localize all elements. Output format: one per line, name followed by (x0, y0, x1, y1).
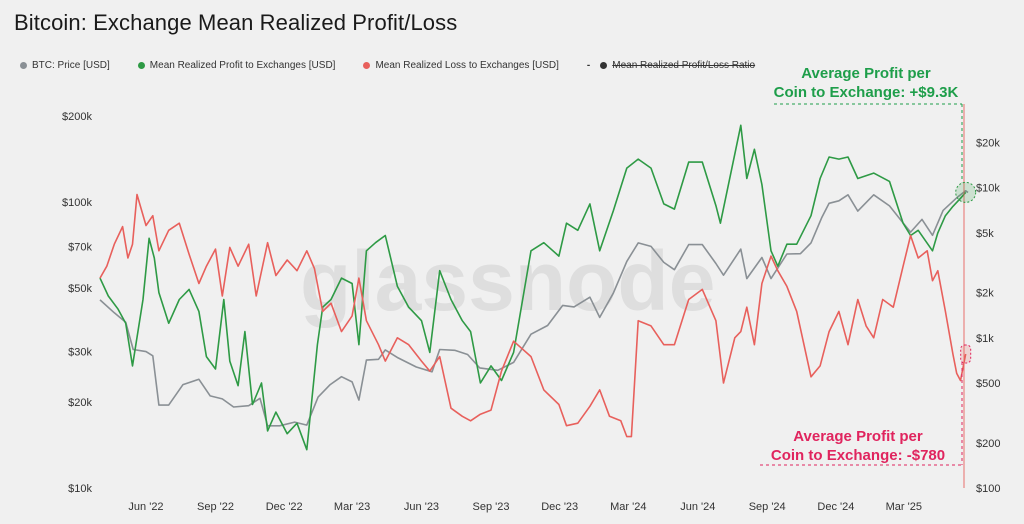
x-tick-label: Mar '24 (610, 501, 646, 513)
legend-item-profit-loss-ratio[interactable]: - Mean Realized Profit/Loss Ratio (587, 60, 755, 71)
loss-annotation-line2: Coin to Exchange: -$780 (771, 447, 945, 464)
legend-marker-realized-profit (137, 61, 145, 69)
legend-label-profit-loss-ratio: Mean Realized Profit/Loss Ratio (612, 59, 756, 71)
y-left-tick-label: $70k (68, 241, 92, 253)
x-tick-label: Sep '24 (749, 501, 786, 513)
loss-marker (960, 344, 972, 364)
y-left-tick-label: $30k (68, 347, 92, 359)
x-tick-label: Jun '23 (404, 501, 439, 513)
y-right-tick-label: $500 (976, 378, 1000, 390)
profit-annotation-line2: Coin to Exchange: +$9.3K (774, 84, 959, 101)
profit-marker (955, 181, 977, 203)
legend-item-realized-loss[interactable]: Mean Realized Loss to Exchanges [USD] (363, 59, 559, 71)
legend-marker-profit-loss-ratio (600, 61, 608, 69)
legend-item-btc-price[interactable]: BTC: Price [USD] (20, 60, 110, 71)
annotations: Average Profit per Coin to Exchange: +$9… (760, 65, 977, 466)
y-left-tick-label: $100k (62, 197, 92, 209)
legend-item-realized-profit[interactable]: Mean Realized Profit to Exchanges [USD] (137, 59, 336, 71)
y-right-tick-label: $1k (976, 333, 994, 345)
legend-marker-btc-price (20, 61, 27, 69)
legend-dash-icon: - (586, 59, 591, 71)
y-left-tick-label: $20k (68, 397, 92, 409)
legend-marker-realized-loss (363, 61, 371, 69)
chart-legend: BTC: Price [USD] Mean Realized Profit to… (20, 58, 783, 72)
series-line-realized-profit (99, 124, 967, 451)
y-right-tick-label: $20k (976, 137, 1000, 149)
watermark: glassnode (300, 234, 715, 328)
y-right-tick-label: $5k (976, 228, 994, 240)
x-tick-label: Mar '23 (334, 501, 370, 513)
x-tick-label: Jun '22 (128, 501, 163, 513)
x-tick-label: Dec '24 (817, 501, 854, 513)
y-left-tick-label: $10k (68, 483, 92, 495)
legend-label-realized-profit: Mean Realized Profit to Exchanges [USD] (149, 59, 336, 71)
series-line-realized-loss (99, 193, 967, 438)
legend-label-btc-price: BTC: Price [USD] (32, 59, 110, 71)
loss-annotation-line1: Average Profit per (793, 428, 923, 445)
x-tick-label: Sep '22 (197, 501, 234, 513)
series-line-btc-price (99, 190, 969, 427)
x-tick-label: Dec '22 (266, 501, 303, 513)
x-tick-label: Jun '24 (680, 501, 715, 513)
y-right-tick-label: $100 (976, 483, 1000, 495)
y-right-tick-label: $200 (976, 438, 1000, 450)
chart-title: Bitcoin: Exchange Mean Realized Profit/L… (14, 10, 458, 35)
x-tick-label: Mar '25 (886, 501, 922, 513)
plot-area (99, 124, 969, 451)
x-tick-label: Dec '23 (541, 501, 578, 513)
y-left-tick-label: $50k (68, 283, 92, 295)
y-right-tick-label: $2k (976, 288, 994, 300)
legend-label-realized-loss: Mean Realized Loss to Exchanges [USD] (375, 59, 559, 71)
profit-annotation-line1: Average Profit per (801, 65, 931, 82)
axes: Jun '22 Sep '22 Dec '22 Mar '23 Jun '23 Sep '… (62, 104, 1000, 513)
y-right-tick-label: $10k (976, 183, 1000, 195)
x-tick-label: Sep '23 (473, 501, 510, 513)
y-left-tick-label: $200k (62, 111, 92, 123)
